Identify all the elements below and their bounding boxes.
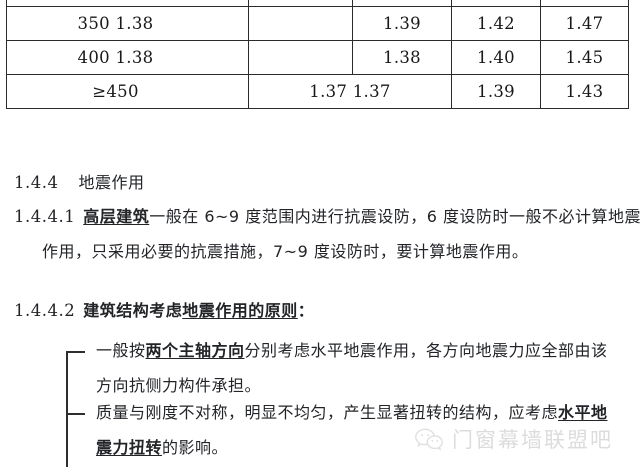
table-row: 350 1.38 1.39 1.42 1.47	[6, 6, 629, 41]
bullet-2-line-2: 震力扭转的影响。	[96, 433, 228, 463]
document-body: 1.4.4 地震作用 1.4.4.1 高层建筑一般在 6~9 度范围内进行抗震设防，…	[0, 140, 640, 467]
bullet-text: 质量与刚度不对称，明显不均匀，产生显著扭转的结构，应考虑	[96, 403, 559, 422]
clause-1-4-4-2: 1.4.4.2 建筑结构考虑地震作用的原则：	[14, 296, 314, 326]
table-cell-value: 1.43	[540, 74, 629, 109]
bullet-1-line-2: 方向抗侧力构件承担。	[96, 371, 261, 401]
clause-1-4-4-1-line-2: 作用，只采用必要的抗震措施，7~9 度设防时，要计算地震作用。	[42, 237, 528, 267]
bullet-emphasis-term: 两个主轴方向	[145, 341, 245, 360]
coefficient-table-container: 300 1.39 1.41 1.44 1.51 350 1.38 1.39 1.…	[6, 0, 629, 109]
table-cell-value: 1.40	[451, 40, 541, 75]
clause-number: 1.4.4.1	[14, 207, 76, 226]
table-cell-label: 350 1.38	[6, 6, 249, 41]
clause-emphasis-term: 高层建筑	[83, 207, 150, 226]
table-cell-value-merged: 1.37 1.37	[248, 74, 452, 109]
table-cell-value: 1.47	[540, 6, 629, 41]
bullet-dash-marker	[66, 413, 85, 415]
heading-1-4-4: 1.4.4 地震作用	[14, 168, 145, 198]
bullet-text: 分别考虑水平地震作用，各方向地震力应全部由该	[244, 341, 608, 360]
bullet-2-line-1: 质量与刚度不对称，明显不均匀，产生显著扭转的结构，应考虑水平地	[96, 398, 608, 428]
bullet-text: 的影响。	[162, 438, 229, 457]
clause-lead-text: 建筑结构考虑	[83, 301, 183, 320]
table-cell-value: 1.42	[451, 6, 541, 41]
table-cell-label: ≥450	[6, 74, 249, 109]
bullet-text: 方向抗侧力构件承担。	[96, 376, 262, 395]
table-cell-label: 400 1.38	[6, 40, 249, 75]
table-row: ≥450 1.37 1.37 1.39 1.43	[6, 74, 629, 109]
clause-1-4-4-1-line-1: 1.4.4.1 高层建筑一般在 6~9 度范围内进行抗震设防，6 度设防时一般不必…	[14, 202, 640, 232]
bullet-emphasis-term: 震力扭转	[96, 438, 163, 457]
clause-emphasis-term: 地震作用的原则	[182, 301, 298, 320]
table-cell-value: 1.38	[352, 40, 452, 75]
table-cell-value: 1.45	[540, 40, 629, 75]
clause-trailing-colon: ：	[297, 301, 315, 320]
table-cell-empty	[248, 6, 353, 41]
bullet-text: 一般按	[96, 341, 146, 360]
table-cell-value: 1.39	[451, 74, 541, 109]
table-cell-value: 1.39	[352, 6, 452, 41]
heading-title: 地震作用	[78, 173, 145, 192]
bullet-emphasis-term: 水平地	[558, 403, 608, 422]
coefficient-table-body: 300 1.39 1.41 1.44 1.51 350 1.38 1.39 1.…	[6, 0, 629, 109]
bullet-dash-marker	[66, 351, 85, 353]
clause-text: 一般在 6~9 度范围内进行抗震设防，6 度设防时一般不必计算地震	[149, 207, 640, 226]
annotation-bracket-rule	[66, 352, 68, 467]
table-row: 400 1.38 1.38 1.40 1.45	[6, 40, 629, 75]
clause-text: 作用，只采用必要的抗震措施，7~9 度设防时，要计算地震作用。	[42, 242, 529, 261]
clause-number: 1.4.4.2	[14, 301, 76, 320]
heading-number: 1.4.4	[14, 173, 59, 192]
bullet-1-line-1: 一般按两个主轴方向分别考虑水平地震作用，各方向地震力应全部由该	[96, 336, 608, 366]
table-cell-empty	[248, 40, 353, 75]
coefficient-table: 300 1.39 1.41 1.44 1.51 350 1.38 1.39 1.…	[6, 0, 629, 109]
